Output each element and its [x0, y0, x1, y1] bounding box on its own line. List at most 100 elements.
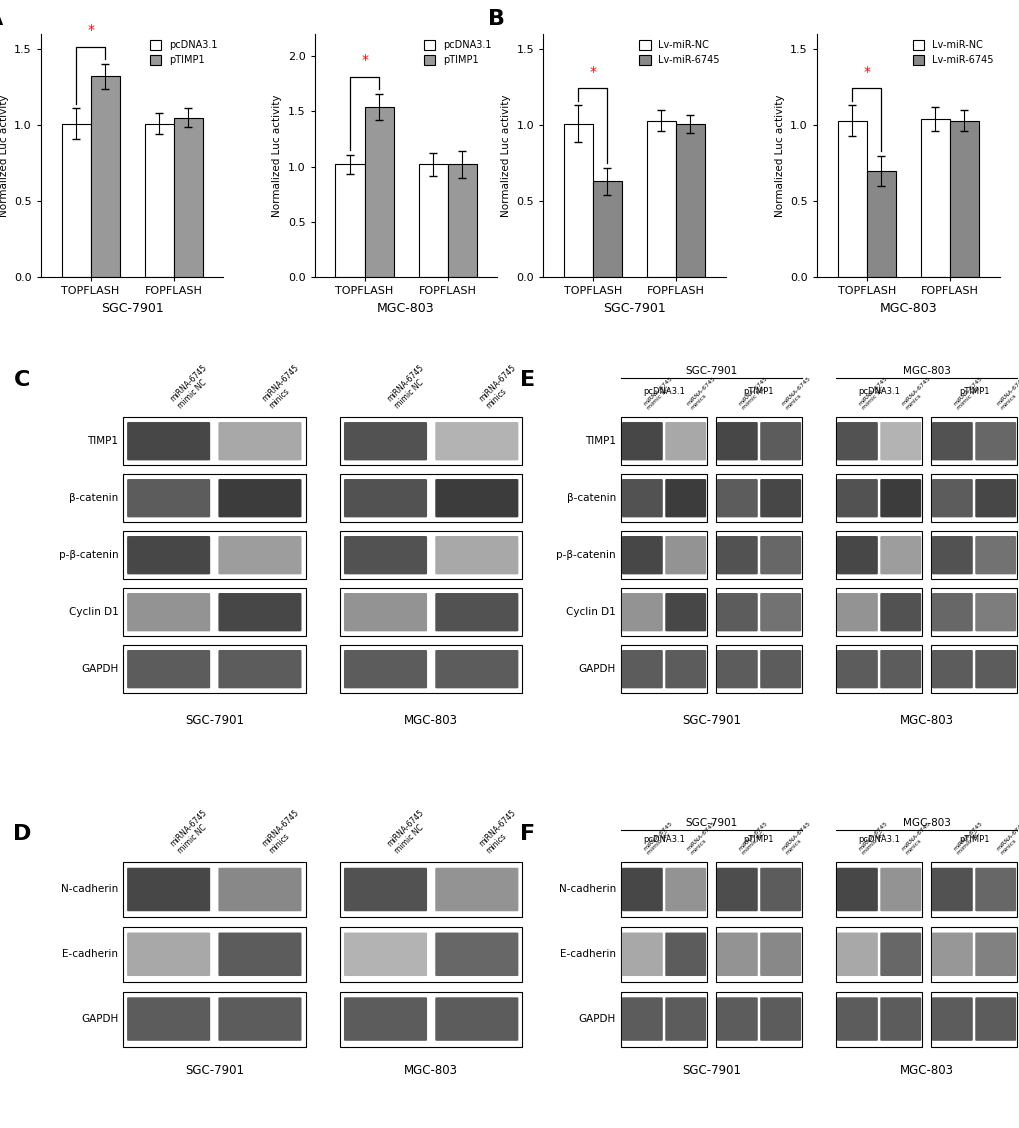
Text: miRNA-6745
minics: miRNA-6745 minics: [476, 808, 524, 855]
FancyBboxPatch shape: [664, 650, 705, 688]
FancyBboxPatch shape: [879, 536, 920, 574]
Text: *: *: [361, 53, 368, 67]
Bar: [837, 121, 866, 277]
Bar: [339, 862, 522, 917]
FancyBboxPatch shape: [435, 650, 518, 688]
Y-axis label: Normalized Luc activity: Normalized Luc activity: [774, 95, 784, 217]
Text: MGC-803: MGC-803: [902, 365, 950, 376]
Bar: [123, 475, 306, 522]
Text: miRNA-6745
minics: miRNA-6745 minics: [995, 376, 1019, 411]
Bar: [835, 862, 921, 917]
FancyBboxPatch shape: [837, 536, 877, 574]
Bar: [339, 475, 522, 522]
FancyBboxPatch shape: [343, 650, 427, 688]
FancyBboxPatch shape: [974, 867, 1015, 911]
FancyBboxPatch shape: [837, 479, 877, 518]
Bar: [715, 645, 802, 693]
FancyBboxPatch shape: [974, 536, 1015, 574]
Text: MGC-803: MGC-803: [902, 819, 950, 828]
FancyBboxPatch shape: [759, 650, 800, 688]
FancyBboxPatch shape: [343, 536, 427, 574]
FancyBboxPatch shape: [435, 593, 518, 632]
Bar: [949, 121, 978, 277]
Text: N-cadherin: N-cadherin: [558, 884, 615, 895]
Text: pcDNA3.1: pcDNA3.1: [857, 835, 899, 844]
Bar: [620, 589, 707, 636]
FancyBboxPatch shape: [343, 479, 427, 518]
FancyBboxPatch shape: [716, 422, 757, 460]
Legend: pcDNA3.1, pTIMP1: pcDNA3.1, pTIMP1: [419, 36, 495, 69]
Text: miRNA-6745
mimic NC: miRNA-6745 mimic NC: [385, 363, 433, 411]
FancyBboxPatch shape: [127, 422, 210, 460]
Text: SGC-7901: SGC-7901: [184, 714, 244, 726]
Bar: [123, 417, 306, 465]
Bar: [339, 927, 522, 981]
Text: miRNA-6745
mimic NC: miRNA-6745 mimic NC: [385, 808, 433, 855]
FancyBboxPatch shape: [837, 650, 877, 688]
FancyBboxPatch shape: [759, 867, 800, 911]
FancyBboxPatch shape: [837, 997, 877, 1041]
FancyBboxPatch shape: [622, 997, 662, 1041]
Bar: [339, 589, 522, 636]
Text: D: D: [13, 825, 32, 844]
Bar: [123, 927, 306, 981]
FancyBboxPatch shape: [127, 536, 210, 574]
FancyBboxPatch shape: [974, 422, 1015, 460]
Text: miRNA-6745
minics: miRNA-6745 minics: [260, 363, 308, 411]
Text: SGC-7901: SGC-7901: [685, 365, 737, 376]
Bar: [145, 124, 173, 277]
Bar: [339, 417, 522, 465]
FancyBboxPatch shape: [664, 536, 705, 574]
FancyBboxPatch shape: [879, 422, 920, 460]
Bar: [929, 589, 1016, 636]
FancyBboxPatch shape: [974, 479, 1015, 518]
Text: Cyclin D1: Cyclin D1: [566, 607, 615, 617]
Text: E: E: [520, 370, 535, 390]
FancyBboxPatch shape: [716, 997, 757, 1041]
FancyBboxPatch shape: [127, 593, 210, 632]
Bar: [866, 170, 895, 277]
FancyBboxPatch shape: [837, 933, 877, 976]
FancyBboxPatch shape: [879, 650, 920, 688]
FancyBboxPatch shape: [879, 997, 920, 1041]
Text: miRNA-6745
minics: miRNA-6745 minics: [780, 376, 815, 411]
FancyBboxPatch shape: [435, 933, 518, 976]
Bar: [929, 992, 1016, 1047]
Text: miRNA-6745
mimic NC: miRNA-6745 mimic NC: [737, 820, 771, 855]
FancyBboxPatch shape: [931, 933, 972, 976]
Bar: [339, 992, 522, 1047]
Bar: [835, 417, 921, 465]
FancyBboxPatch shape: [664, 479, 705, 518]
FancyBboxPatch shape: [622, 650, 662, 688]
Bar: [173, 117, 203, 277]
FancyBboxPatch shape: [664, 997, 705, 1041]
Bar: [61, 124, 91, 277]
FancyBboxPatch shape: [622, 422, 662, 460]
FancyBboxPatch shape: [974, 997, 1015, 1041]
FancyBboxPatch shape: [759, 422, 800, 460]
FancyBboxPatch shape: [931, 867, 972, 911]
Bar: [620, 927, 707, 981]
Legend: Lv-miR-NC, Lv-miR-6745: Lv-miR-NC, Lv-miR-6745: [635, 36, 723, 69]
Bar: [835, 992, 921, 1047]
FancyBboxPatch shape: [837, 867, 877, 911]
Text: miRNA-6745
mimic NC: miRNA-6745 mimic NC: [952, 820, 986, 855]
Bar: [620, 417, 707, 465]
Bar: [620, 475, 707, 522]
Bar: [715, 589, 802, 636]
Text: SGC-7901: SGC-7901: [685, 819, 737, 828]
Text: β-catenin: β-catenin: [69, 493, 118, 503]
Y-axis label: Normalized Luc activity: Normalized Luc activity: [500, 95, 511, 217]
Text: MGC-803: MGC-803: [899, 714, 953, 726]
Text: pcDNA3.1: pcDNA3.1: [857, 387, 899, 396]
Bar: [715, 862, 802, 917]
FancyBboxPatch shape: [931, 997, 972, 1041]
FancyBboxPatch shape: [716, 867, 757, 911]
Bar: [715, 531, 802, 579]
FancyBboxPatch shape: [343, 997, 427, 1041]
Bar: [620, 645, 707, 693]
Y-axis label: Normalized Luc activity: Normalized Luc activity: [0, 95, 8, 217]
Bar: [91, 77, 119, 277]
Text: miRNA-6745
mimic NC: miRNA-6745 mimic NC: [737, 376, 771, 411]
Text: pcDNA3.1: pcDNA3.1: [642, 835, 685, 844]
